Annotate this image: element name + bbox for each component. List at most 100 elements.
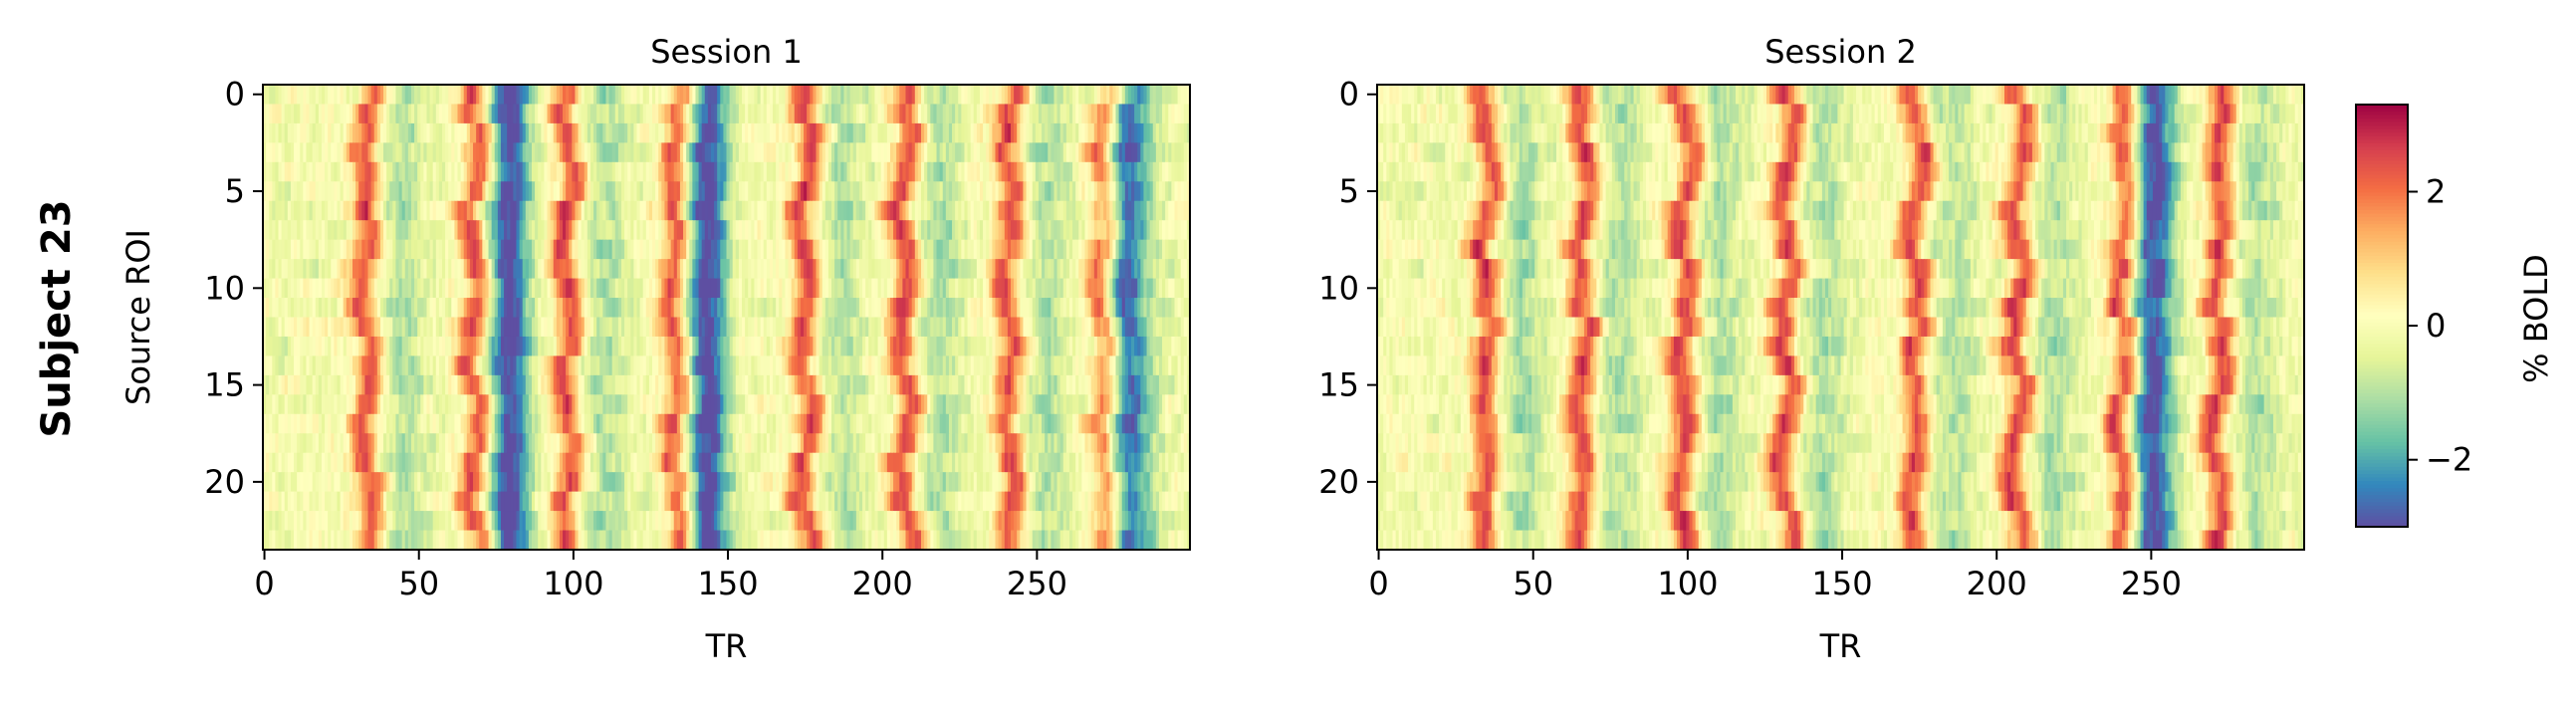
heatmap-cell [435,220,440,241]
heatmap-cell [469,122,474,143]
heatmap-cell [779,142,783,163]
heatmap-cell [504,181,508,202]
heatmap-cell [476,122,480,143]
heatmap-cell [1177,220,1182,241]
heatmap-cell [358,142,362,163]
heatmap-cell [1087,181,1092,202]
heatmap-cell [664,85,669,106]
heatmap-cell [717,181,721,202]
heatmap-cell [596,104,600,124]
heatmap-cell [593,220,597,241]
heatmap-cell [404,142,409,163]
heatmap-cell [1137,161,1141,182]
heatmap-cell [466,161,471,182]
heatmap-cell [707,104,712,124]
heatmap-cell [497,122,502,143]
heatmap-cell [1007,200,1012,221]
heatmap-cell [852,239,857,260]
heatmap-cell [766,122,771,143]
heatmap-cell [608,200,613,221]
heatmap-cell [441,85,446,106]
heatmap-cell [673,85,678,106]
heatmap-cell [776,161,780,182]
heatmap-cell [599,122,603,143]
heatmap-cell [318,142,323,163]
heatmap-cell [683,104,687,124]
heatmap-cell [290,239,295,260]
heatmap-cell [596,181,600,202]
heatmap-cell [998,122,1003,143]
heatmap-cell [361,104,366,124]
heatmap-cell [1004,200,1009,221]
heatmap-cell [800,239,805,260]
heatmap-cell [566,220,570,241]
heatmap-cell [275,142,280,163]
heatmap-cell [769,122,774,143]
heatmap-cell [642,85,647,106]
heatmap-cell [309,181,314,202]
heatmap-cell [893,181,897,202]
heatmap-cell [816,200,820,221]
heatmap-cell [1162,220,1166,241]
heatmap-cell [1121,122,1126,143]
heatmap-cell [655,200,659,221]
heatmap-cell [773,181,777,202]
heatmap-cell [883,161,888,182]
heatmap-cell [664,220,669,241]
heatmap-cell [983,122,987,143]
heatmap-cell [272,161,277,182]
heatmap-cell [914,181,919,202]
heatmap-cell [1096,142,1101,163]
heatmap-cell [686,104,690,124]
heatmap-cell [1171,200,1176,221]
heatmap-cell [620,122,625,143]
heatmap-cell [541,161,545,182]
heatmap-cell [1165,122,1169,143]
heatmap-cell [566,104,570,124]
heatmap-cell [1183,142,1188,163]
heatmap-cell [779,181,783,202]
heatmap-cell [751,200,756,221]
heatmap-cell [791,161,796,182]
heatmap-cell [701,239,706,260]
heatmap-cell [290,142,295,163]
heatmap-cell [871,220,876,241]
heatmap-cell [401,200,406,221]
heatmap-cell [337,104,342,124]
heatmap-cell [278,161,283,182]
heatmap-cell [893,161,897,182]
heatmap-cell [785,122,790,143]
heatmap-cell [670,161,675,182]
heatmap-cell [973,161,978,182]
heatmap-cell [435,142,440,163]
heatmap-cell [726,142,731,163]
heatmap-cell [586,122,591,143]
heatmap-cell [970,85,975,106]
heatmap-cell [964,181,969,202]
heatmap-cell [648,142,653,163]
heatmap-cell [343,200,348,221]
heatmap-cell [769,220,774,241]
heatmap-cell [1020,122,1025,143]
heatmap-cell [611,85,616,106]
heatmap-cell [645,220,650,241]
heatmap-cell [998,181,1003,202]
heatmap-cell [868,220,872,241]
heatmap-cell [627,104,631,124]
heatmap-cell [1106,220,1110,241]
heatmap-cell [538,239,542,260]
heatmap-cell [945,200,950,221]
heatmap-cell [432,200,437,221]
heatmap-cell [504,142,508,163]
heatmap-cell [414,142,418,163]
heatmap-cell [837,181,841,202]
heatmap-cell [383,122,387,143]
heatmap-cell [550,200,555,221]
heatmap-cell [914,142,919,163]
heatmap-cell [1118,181,1123,202]
heatmap-cell [707,239,712,260]
heatmap-cell [735,85,740,106]
heatmap-cell [355,104,359,124]
heatmap-cell [1134,122,1138,143]
heatmap-cell [729,161,734,182]
